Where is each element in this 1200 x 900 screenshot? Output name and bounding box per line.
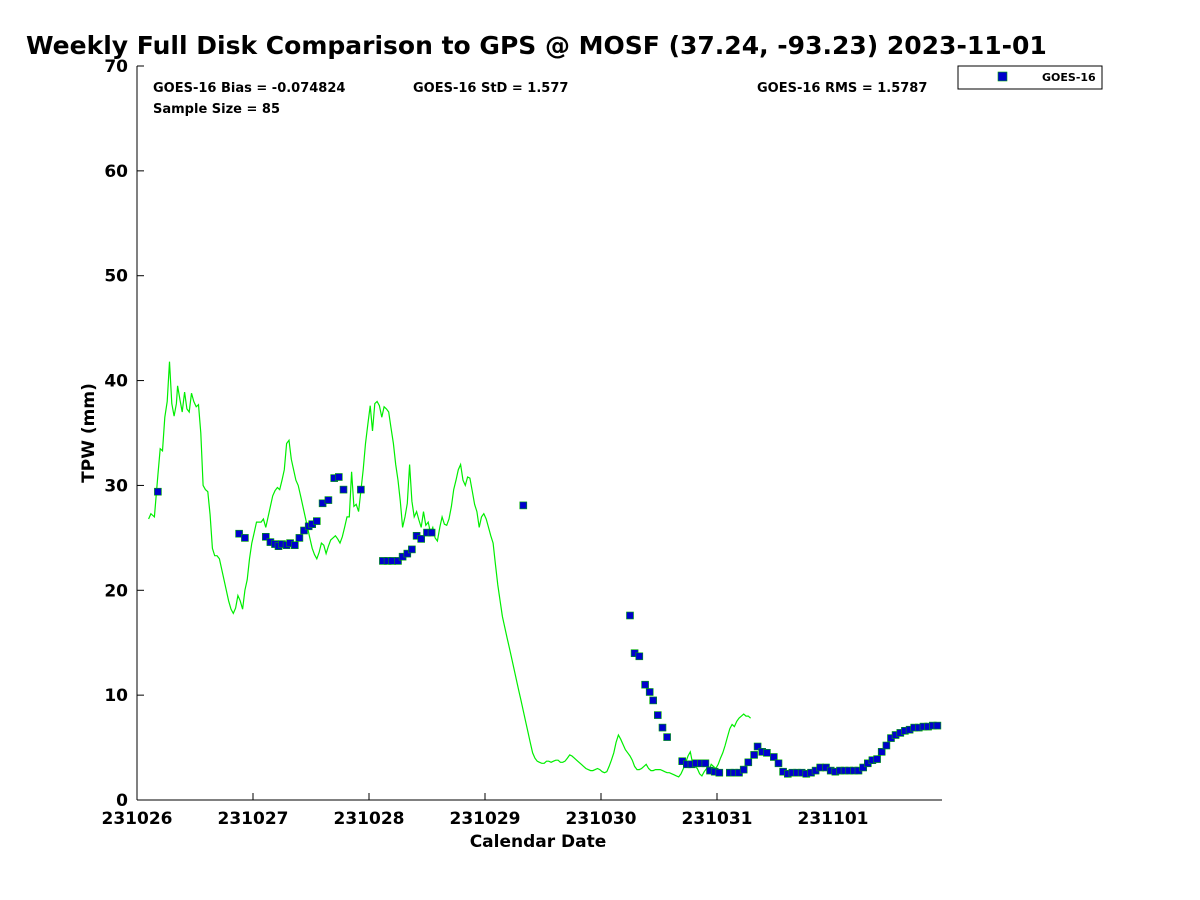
x-tick-label: 231031 bbox=[682, 809, 753, 829]
goes-data-point bbox=[261, 532, 270, 541]
goes-data-point bbox=[290, 541, 299, 550]
std-stat: GOES-16 StD = 1.577 bbox=[413, 81, 568, 96]
goes-data-point bbox=[339, 485, 348, 494]
goes-data-point bbox=[701, 759, 710, 768]
goes-data-point bbox=[626, 611, 634, 620]
goes-data-point bbox=[645, 688, 654, 696]
goes-data-point bbox=[859, 763, 868, 772]
goes-data-point bbox=[241, 534, 249, 542]
goes-data-point bbox=[739, 765, 748, 774]
goes-data-point bbox=[641, 680, 649, 689]
y-tick-label: 30 bbox=[104, 476, 128, 496]
goes-data-point bbox=[519, 501, 528, 510]
bias-stat: GOES-16 Bias = -0.074824 bbox=[153, 81, 345, 96]
goes-data-point bbox=[334, 473, 343, 481]
goes-data-point bbox=[357, 485, 365, 494]
legend-box bbox=[957, 65, 1103, 90]
goes-data-point bbox=[295, 534, 304, 542]
goes-series-points bbox=[154, 473, 942, 778]
goes-data-point bbox=[312, 517, 321, 525]
legend-marker-icon bbox=[997, 71, 1008, 82]
x-tick-label: 231030 bbox=[566, 809, 637, 829]
goes-data-point bbox=[715, 768, 724, 777]
y-axis-label: TPW (mm) bbox=[79, 383, 99, 483]
goes-data-point bbox=[744, 758, 753, 767]
goes-data-point bbox=[427, 528, 436, 537]
chart-title: Weekly Full Disk Comparison to GPS @ MOS… bbox=[26, 31, 1047, 60]
goes-data-point bbox=[769, 753, 778, 761]
x-tick-label: 231028 bbox=[334, 809, 405, 829]
goes-data-point bbox=[750, 751, 758, 759]
goes-data-point bbox=[774, 759, 783, 768]
goes-data-point bbox=[235, 529, 243, 538]
goes-data-point bbox=[403, 549, 412, 558]
x-tick-label: 231026 bbox=[102, 809, 173, 829]
x-tick-label: 231101 bbox=[798, 809, 869, 829]
y-tick-label: 0 bbox=[116, 791, 128, 811]
goes-data-point bbox=[753, 742, 762, 751]
goes-data-point bbox=[635, 652, 644, 661]
goes-data-point bbox=[324, 496, 333, 504]
y-tick-label: 40 bbox=[104, 372, 128, 392]
x-tick-label: 231029 bbox=[450, 809, 521, 829]
legend-label: GOES-16 bbox=[1042, 71, 1096, 84]
goes-data-point bbox=[933, 721, 942, 730]
goes-data-point bbox=[653, 711, 662, 719]
goes-data-point bbox=[154, 487, 162, 496]
goes-data-point bbox=[649, 696, 658, 705]
goes-data-point bbox=[300, 526, 308, 535]
y-axis-ticks: 0 10 20 30 40 50 60 70 bbox=[104, 57, 144, 811]
goes-data-point bbox=[658, 723, 667, 732]
goes-data-point bbox=[763, 748, 771, 757]
y-tick-label: 60 bbox=[104, 162, 128, 182]
goes-data-point bbox=[882, 741, 891, 750]
goes-data-point bbox=[394, 557, 402, 565]
legend: GOES-16 bbox=[957, 65, 1103, 90]
sample-size-stat: Sample Size = 85 bbox=[153, 102, 280, 117]
x-tick-label: 231027 bbox=[218, 809, 289, 829]
y-tick-label: 70 bbox=[104, 57, 128, 77]
goes-data-point bbox=[408, 545, 416, 554]
goes-data-point bbox=[877, 747, 886, 756]
y-tick-label: 20 bbox=[104, 581, 128, 601]
goes-data-point bbox=[663, 733, 671, 741]
y-tick-label: 10 bbox=[104, 686, 128, 706]
gps-series-line bbox=[148, 361, 752, 778]
y-tick-label: 50 bbox=[104, 267, 128, 287]
x-axis-ticks: 231026 231027 231028 231029 231030 231031 2311… bbox=[102, 793, 869, 829]
goes-data-point bbox=[873, 755, 881, 763]
rms-stat: GOES-16 RMS = 1.5787 bbox=[757, 81, 927, 96]
x-axis-label: Calendar Date bbox=[470, 832, 607, 852]
goes-data-point bbox=[417, 535, 426, 543]
